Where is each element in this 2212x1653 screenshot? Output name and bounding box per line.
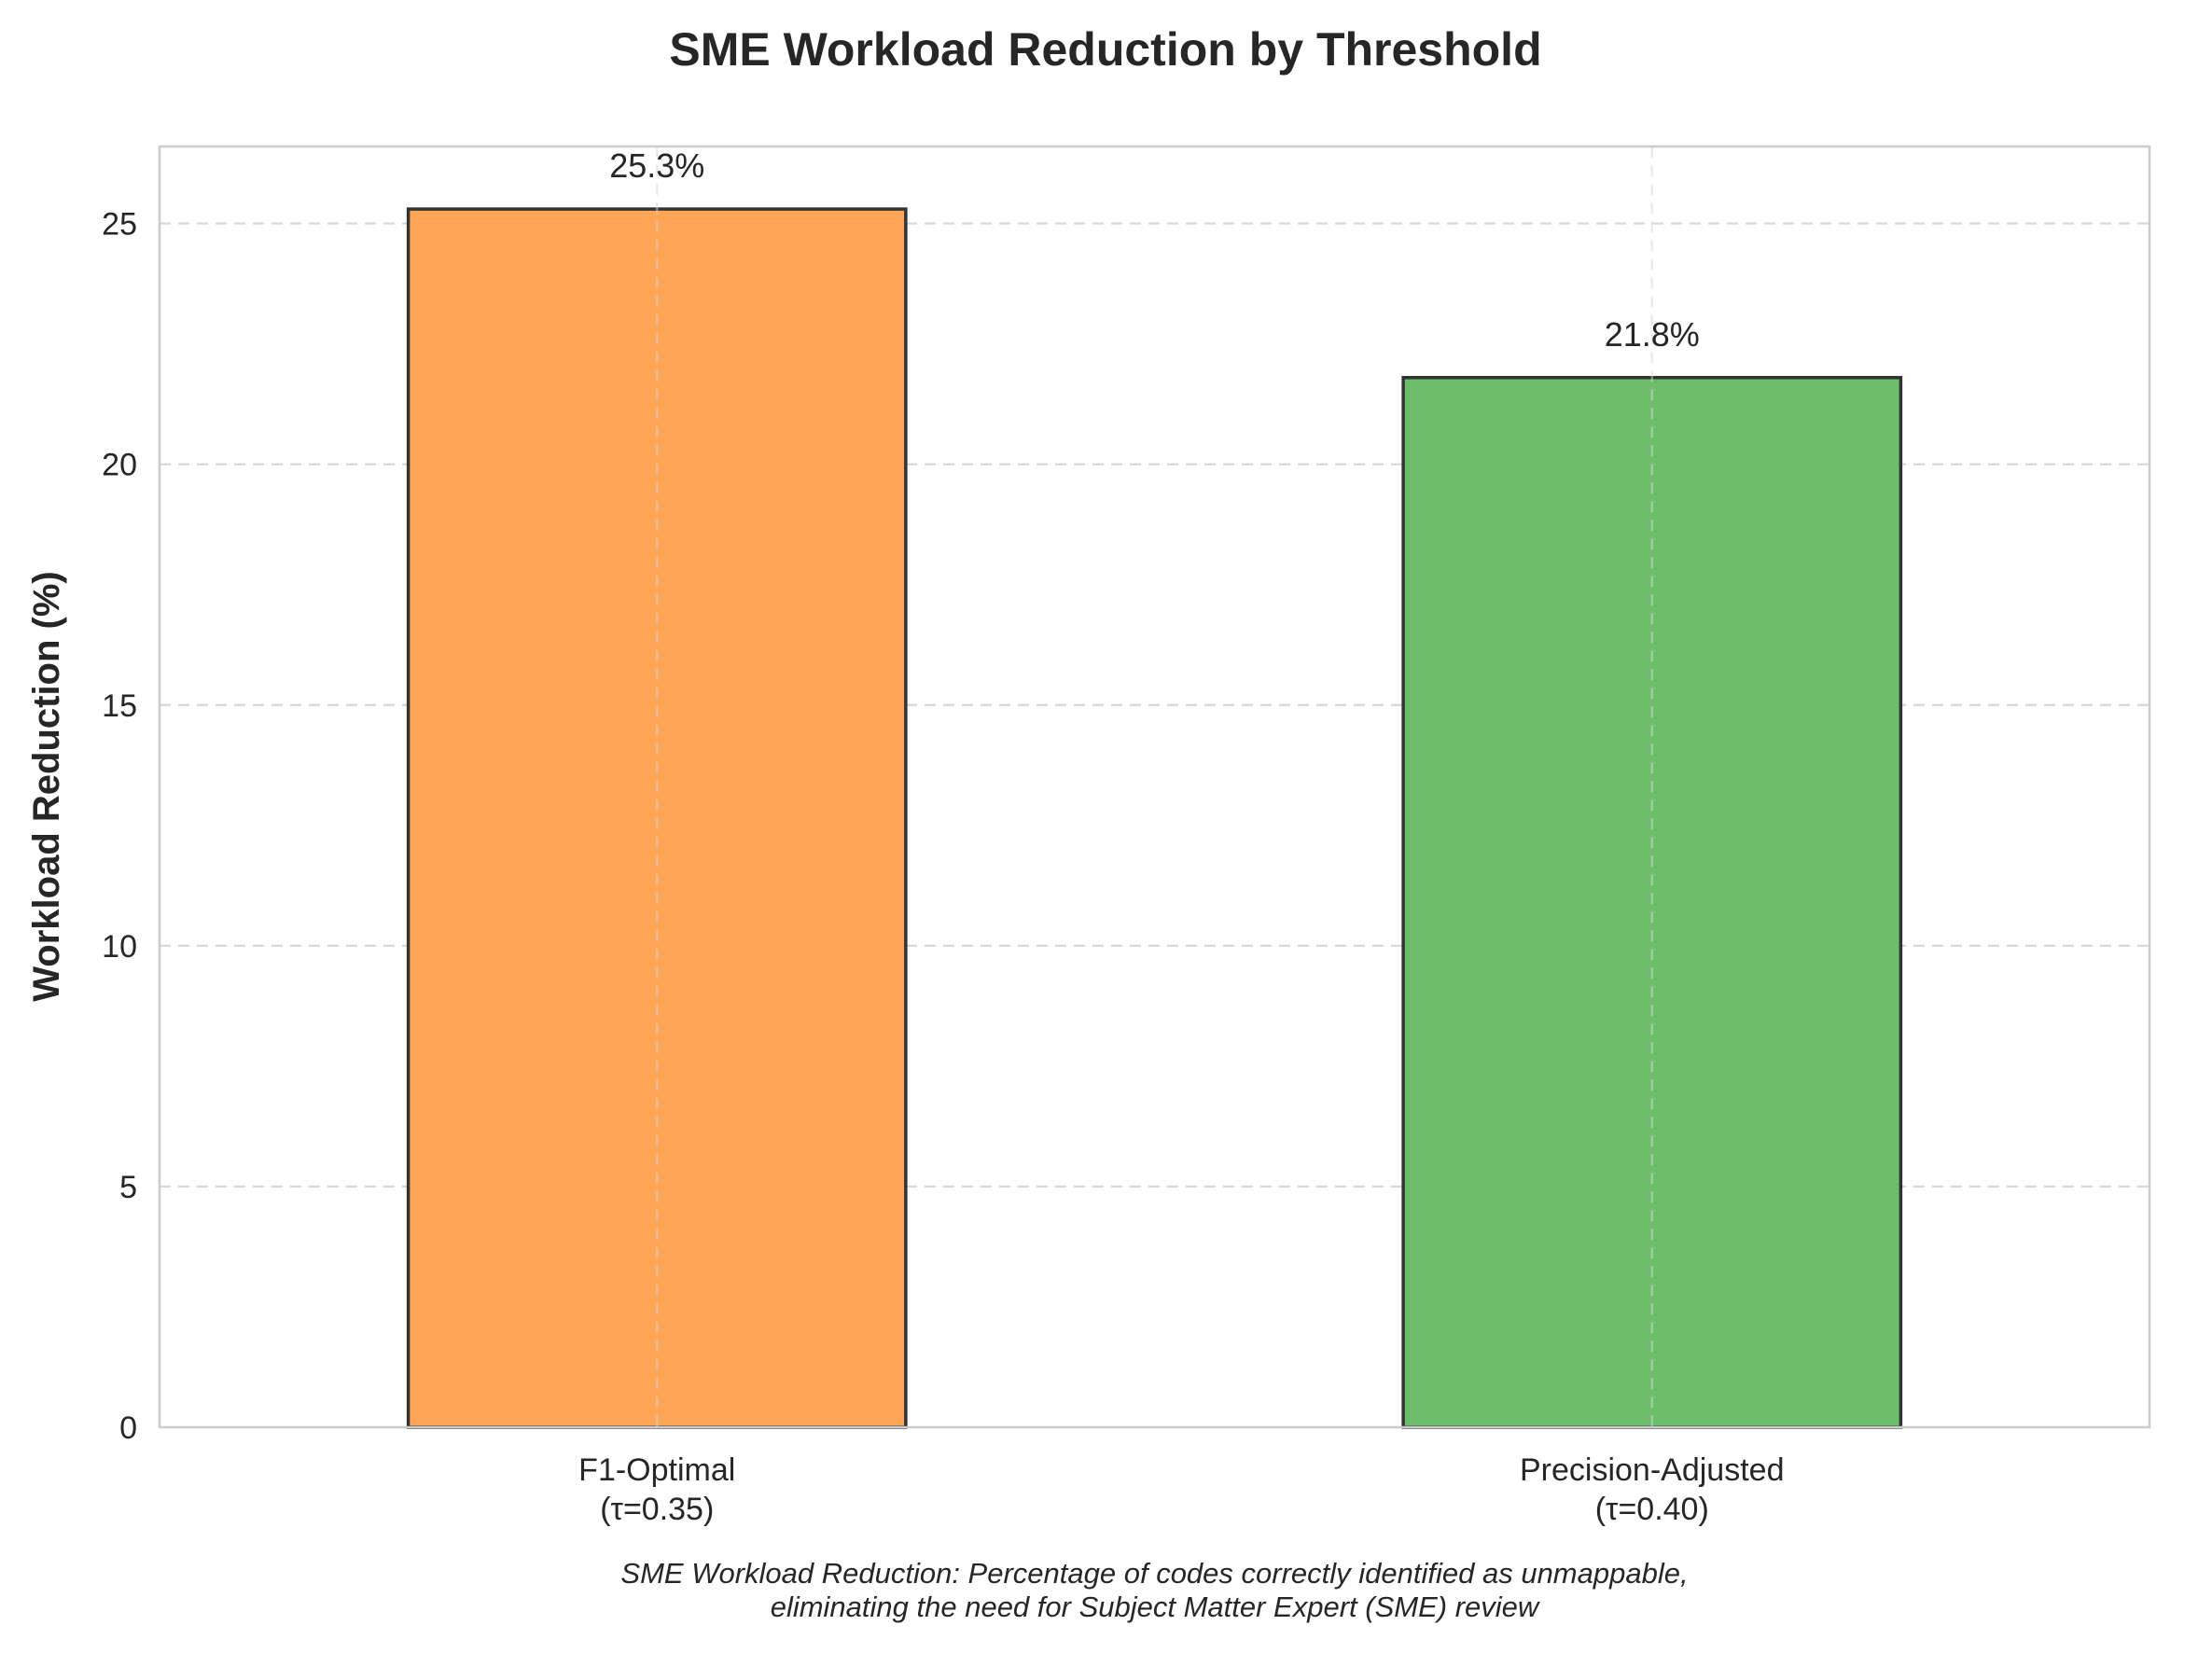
- chart-title: SME Workload Reduction by Threshold: [669, 23, 1541, 76]
- y-tick-label-10: 10: [102, 929, 137, 965]
- y-tick-label-5: 5: [119, 1170, 137, 1205]
- caption-line-2: eliminating the need for Subject Matter …: [771, 1590, 1541, 1623]
- bars: [406, 207, 1903, 1429]
- chart-caption: SME Workload Reduction: Percentage of co…: [620, 1557, 1688, 1623]
- x-tick-label-1: F1-Optimal (τ=0.35): [578, 1452, 735, 1527]
- caption-line-1: SME Workload Reduction: Percentage of co…: [620, 1557, 1688, 1590]
- x-axis-ticks: F1-Optimal (τ=0.35) Precision-Adjusted (τ=0…: [578, 1452, 1784, 1527]
- y-axis-label: Workload Reduction (%): [26, 571, 67, 1001]
- y-axis-ticks: 0 5 10 15 20 25: [102, 207, 137, 1446]
- data-labels: 25.3% 21.8%: [609, 146, 1700, 354]
- data-label-1: 25.3%: [609, 146, 704, 185]
- plot-frame: [158, 145, 2151, 1429]
- x-tick-label-2: Precision-Adjusted (τ=0.40): [1520, 1452, 1784, 1527]
- y-tick-label-20: 20: [102, 448, 137, 483]
- grid-lines: [160, 222, 2149, 1188]
- y-tick-label-15: 15: [102, 688, 137, 724]
- vertical-grid-lines: [656, 146, 1653, 1427]
- y-tick-label-0: 0: [119, 1410, 137, 1446]
- data-label-2: 21.8%: [1605, 315, 1700, 354]
- y-tick-label-25: 25: [102, 207, 137, 243]
